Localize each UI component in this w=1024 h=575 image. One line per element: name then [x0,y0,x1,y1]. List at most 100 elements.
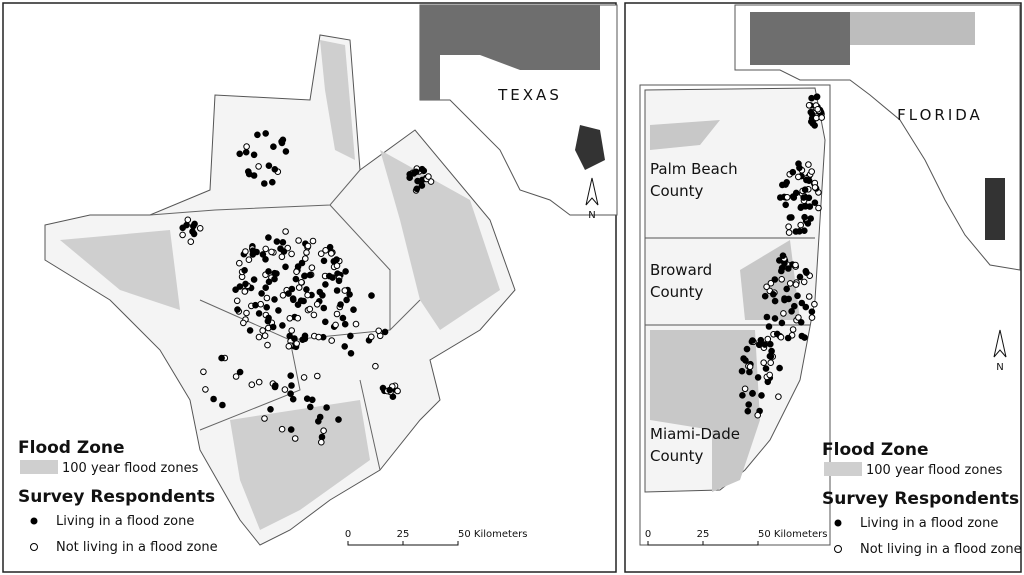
respondent-dot [379,384,387,392]
respondent-dot [342,268,349,275]
respondent-dot [745,401,753,408]
respondent-dot [785,265,792,272]
respondent-dot [287,372,295,380]
respondent-dot [301,272,309,280]
respondent-dot [310,311,318,319]
respondent-dot [333,262,341,270]
respondent-dot [261,180,268,187]
respondent-dot [308,264,316,272]
county-label: Palm Beach [650,160,738,178]
respondent-dot [375,327,383,335]
respondent-dot [294,263,302,270]
respondent-dot [766,371,774,379]
respondent-dot [805,293,813,300]
respondent-dot [815,204,822,212]
respondent-dot [210,395,217,403]
respondent-dot [255,378,263,386]
respondent-dot [292,275,300,283]
respondent-dot [762,365,770,372]
respondent-dot [263,304,271,311]
respondent-dot [754,411,762,419]
respondent-dot [250,276,258,283]
respondent-dot [795,173,802,181]
respondent-dot [303,286,310,293]
respondent-dot [245,168,252,175]
respondent-dot [425,173,432,180]
respondent-dot [807,215,815,222]
respondent-dot [315,418,322,425]
respondent-dot [813,93,821,100]
inset-label: FLORIDA [897,106,983,124]
respondent-dot [763,283,770,291]
respondent-dot [315,333,323,341]
respondent-dot [236,283,244,290]
respondent-dot [763,313,771,321]
legend-item: Not living in a flood zone [860,542,1022,557]
respondent-dot [785,223,792,230]
inset-study-area [575,125,605,170]
legend-swatch [20,460,58,474]
respondent-dot [265,162,273,169]
inset-study-area [985,178,1005,240]
respondent-dot [782,201,790,209]
respondent-dot [187,238,195,245]
respondent-dot [798,299,806,307]
respondent-dot [319,292,326,299]
legend-item: 100 year flood zones [866,463,1003,478]
respondent-dot [184,216,192,224]
respondent-dot [241,267,248,274]
respondent-dot [278,253,286,261]
respondent-dot [250,151,258,159]
respondent-dot [805,161,812,168]
respondent-dot [243,309,250,317]
respondent-dot [245,256,253,264]
respondent-dot [262,245,270,253]
respondent-dot [242,248,249,255]
respondent-dot [304,291,311,299]
legend-dot [834,519,842,527]
respondent-dot [259,251,267,258]
scale-bar [347,541,459,546]
respondent-dot [785,229,793,236]
respondent-dot [749,389,756,397]
respondent-dot [742,357,749,364]
respondent-dot [271,296,278,303]
north-label: N [996,362,1003,373]
legend-item: 100 year flood zones [62,461,199,476]
respondent-dot [346,291,353,298]
respondent-dot [335,416,342,423]
respondent-dot [770,291,777,298]
respondent-dot [760,359,768,367]
respondent-dot [236,368,244,376]
respondent-dot [818,114,826,121]
respondent-dot [803,176,810,184]
respondent-dot [288,327,296,334]
scale-label: 50 Kilometers [458,529,527,540]
respondent-dot [792,281,800,288]
respondent-dot [800,278,808,286]
respondent-dot [261,415,268,422]
respondent-dot [322,281,329,288]
respondent-dot [282,228,289,235]
respondent-dot [802,203,809,210]
respondent-dot [743,345,751,353]
scale-label: 50 Kilometers [758,529,827,540]
respondent-dot [814,106,822,113]
respondent-dot [757,336,765,344]
respondent-dot [278,425,286,433]
respondent-dot [418,165,426,173]
respondent-dot [317,250,325,257]
legend-item: Living in a flood zone [860,516,998,531]
respondent-dot [381,328,389,336]
respondent-dot [746,363,754,371]
inset-florida [734,4,1021,271]
respondent-dot [368,292,375,299]
respondent-dot [236,259,243,267]
respondent-dot [287,390,294,398]
respondent-dot [320,304,328,312]
legend-dot [834,545,842,553]
respondent-dot [265,314,272,322]
respondent-dot [280,248,288,255]
inset-label: TEXAS [497,86,562,104]
